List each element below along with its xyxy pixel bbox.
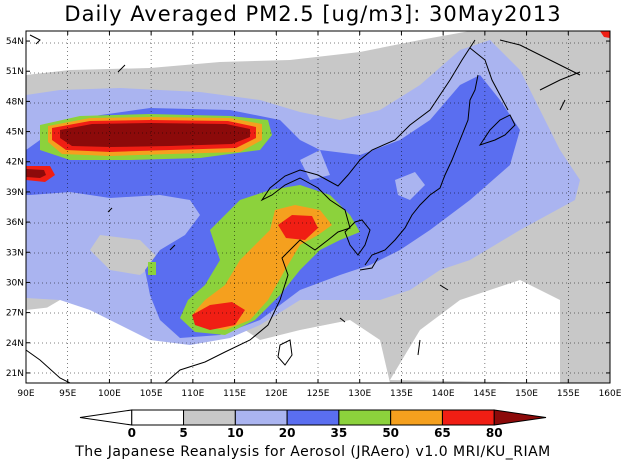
colorbar-segment [286, 409, 340, 426]
lon-tick-label: 120E [265, 389, 288, 399]
colorbar-label: 35 [331, 426, 348, 440]
lat-tick-label: 27N [6, 309, 24, 319]
map-area [26, 31, 610, 383]
colorbar-segment [441, 409, 495, 426]
pm25-above-80-region [60, 123, 250, 147]
longitude-labels: 90E 95E 100E 105E 110E 115E 120E 125E 130E 135E 14… [17, 389, 621, 399]
colorbar: 0 5 10 20 35 50 65 80 [79, 409, 547, 440]
coastlines [26, 34, 581, 383]
colorbar-label: 50 [382, 426, 399, 440]
lon-tick-label: 110E [181, 389, 204, 399]
colorbar-segment [493, 409, 547, 426]
colorbar-label: 65 [434, 426, 451, 440]
lat-tick-label: 45N [6, 128, 24, 138]
colorbar-segment [183, 409, 236, 426]
lat-tick-label: 42N [6, 158, 24, 168]
colorbar-label: 20 [279, 426, 296, 440]
lat-tick-label: 36N [6, 218, 24, 228]
colorbar-label: 80 [486, 426, 503, 440]
lon-tick-label: 135E [390, 389, 413, 399]
lat-tick-label: 48N [6, 97, 24, 107]
colorbar-segment [338, 409, 392, 426]
lon-tick-label: 155E [557, 389, 580, 399]
lat-tick-label: 33N [6, 248, 24, 258]
lon-tick-label: 145E [473, 389, 496, 399]
colorbar-segment [390, 409, 443, 426]
lon-tick-label: 130E [348, 389, 371, 399]
lon-tick-label: 160E [599, 389, 622, 399]
lat-tick-label: 24N [6, 339, 24, 349]
lat-tick-label: 51N [6, 67, 24, 77]
lat-tick-label: 30N [6, 278, 24, 288]
lon-tick-label: 140E [432, 389, 455, 399]
lat-tick-label: 54N [6, 37, 24, 47]
colorbar-segment [131, 409, 185, 426]
latitude-labels: 21N 24N 27N 30N 33N 36N 39N 42N 45N 48N 51N 54N [6, 37, 24, 379]
graticule [26, 31, 610, 383]
lon-tick-label: 105E [140, 389, 163, 399]
colorbar-label: 5 [179, 426, 187, 440]
lat-tick-label: 39N [6, 188, 24, 198]
lon-tick-label: 150E [515, 389, 538, 399]
lon-tick-label: 95E [59, 389, 76, 399]
colorbar-label: 10 [227, 426, 244, 440]
colorbar-label: 0 [128, 426, 136, 440]
lon-tick-label: 115E [223, 389, 246, 399]
lat-tick-label: 21N [6, 369, 24, 379]
lon-tick-label: 125E [307, 389, 330, 399]
lon-tick-label: 90E [17, 389, 34, 399]
map-title: Daily Averaged PM2.5 [ug/m3]: 30May2013 [64, 2, 562, 26]
footer-credit: The Japanese Reanalysis for Aerosol (JRA… [75, 444, 551, 460]
lon-tick-label: 100E [98, 389, 121, 399]
colorbar-segment [79, 409, 133, 426]
colorbar-segment [234, 409, 288, 426]
